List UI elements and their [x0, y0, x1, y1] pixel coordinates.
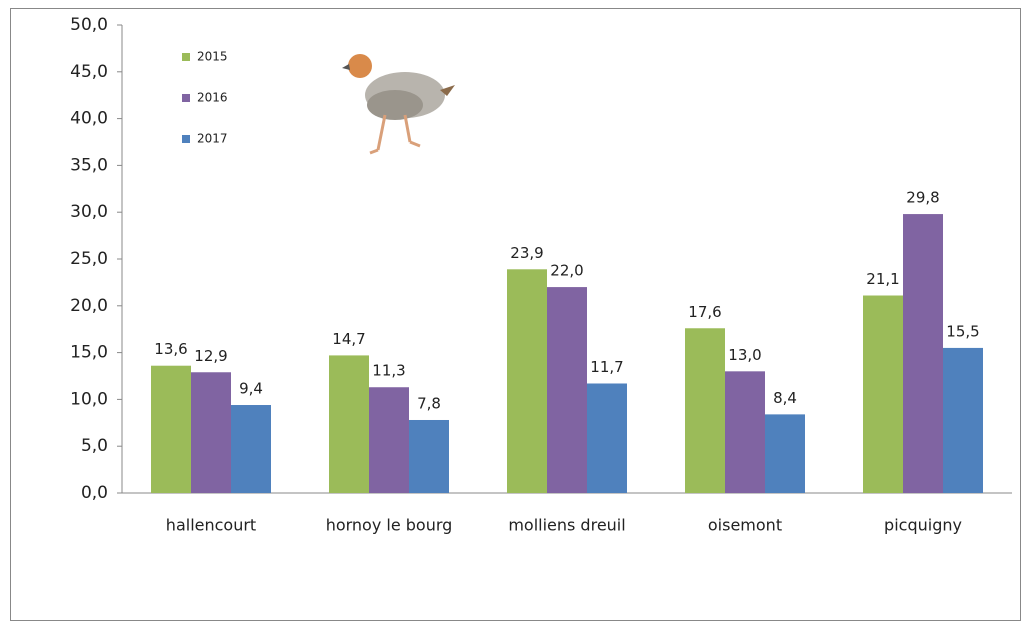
y-tick-label: 45,0	[70, 62, 108, 82]
x-tick-label: molliens dreuil	[508, 516, 625, 535]
data-label: 17,6	[688, 303, 721, 321]
data-label: 11,7	[590, 358, 623, 376]
data-label: 22,0	[550, 262, 583, 280]
data-label: 7,8	[417, 394, 441, 412]
data-label: 11,3	[372, 362, 405, 380]
bar	[765, 414, 805, 493]
bar	[547, 287, 587, 493]
x-tick-label: hornoy le bourg	[326, 516, 453, 535]
data-label: 9,4	[239, 380, 263, 398]
legend-label: 2016	[197, 91, 228, 105]
x-tick-label: oisemont	[708, 516, 782, 535]
data-label: 14,7	[332, 330, 365, 348]
bar	[231, 405, 271, 493]
bar	[329, 355, 369, 493]
y-tick-label: 0,0	[81, 483, 108, 503]
bar	[191, 372, 231, 493]
partridge-illustration	[342, 54, 455, 155]
bar	[507, 269, 547, 493]
bar	[587, 383, 627, 493]
bar	[903, 214, 943, 493]
legend-swatch	[182, 94, 190, 102]
y-tick-label: 35,0	[70, 155, 108, 175]
x-tick-label: picquigny	[884, 516, 962, 535]
data-label: 15,5	[946, 322, 979, 340]
data-label: 23,9	[510, 244, 543, 262]
legend-label: 2015	[197, 50, 228, 64]
bar	[725, 371, 765, 493]
legend-swatch	[182, 53, 190, 61]
legend-label: 2017	[197, 132, 228, 146]
y-tick-label: 10,0	[70, 389, 108, 409]
bar	[151, 365, 191, 493]
bar	[369, 387, 409, 493]
data-label: 13,0	[728, 346, 761, 364]
bar	[863, 295, 903, 493]
y-tick-label: 40,0	[70, 109, 108, 129]
bar	[685, 328, 725, 493]
y-tick-label: 20,0	[70, 296, 108, 316]
data-label: 8,4	[773, 389, 797, 407]
y-tick-label: 25,0	[70, 249, 108, 269]
y-tick-label: 15,0	[70, 343, 108, 363]
y-tick-label: 50,0	[70, 15, 108, 35]
data-label: 12,9	[194, 347, 227, 365]
x-tick-label: hallencourt	[166, 516, 256, 535]
legend-swatch	[182, 135, 190, 143]
data-label: 29,8	[906, 189, 939, 207]
bar	[409, 419, 449, 493]
y-tick-label: 30,0	[70, 202, 108, 222]
data-label: 13,6	[154, 340, 187, 358]
data-label: 21,1	[866, 270, 899, 288]
y-tick-label: 5,0	[81, 436, 108, 456]
bar	[943, 347, 983, 493]
